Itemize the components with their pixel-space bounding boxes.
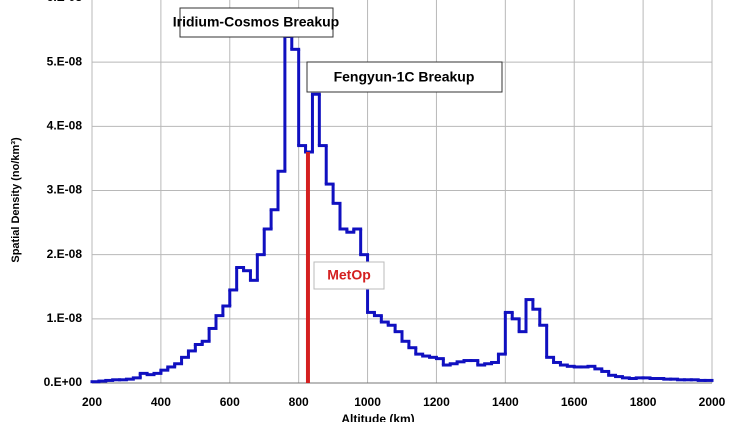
metop-box [313,261,385,290]
annotation-box [306,61,503,93]
plot-area [90,0,714,384]
x-tick-label: 800 [289,395,309,409]
y-axis-label: Spatial Density (no/km³) [10,137,22,263]
annotation-box [179,7,334,38]
annotation-text: Iridium-Cosmos Breakup [173,14,339,30]
y-tick-label: 2.E-08 [47,247,83,261]
annotation-iridium: Iridium-Cosmos Breakup [173,7,339,38]
series [90,35,714,384]
x-tick-label: 400 [151,395,171,409]
x-tick-label: 1400 [492,395,519,409]
x-tick-label: 1200 [423,395,450,409]
y-tick-label: 4.E-08 [47,119,83,133]
x-tick-label: 1800 [630,395,657,409]
x-axis-label: Altitude (km) [341,412,414,422]
x-tick-label: 600 [220,395,240,409]
y-tick-label: 5.E-08 [47,54,83,68]
x-tick-label: 1000 [354,395,381,409]
metop-label: MetOp [327,267,371,283]
y-tick-label: 6.E-08 [47,0,83,4]
annotation-fengyun: Fengyun-1C Breakup [306,61,503,93]
y-tick-label: 1.E-08 [47,311,83,325]
x-tick-label: 200 [82,395,102,409]
y-tick-label: 0.E+00 [44,375,83,389]
x-tick-label: 2000 [699,395,726,409]
y-tick-label: 3.E-08 [47,183,83,197]
annotation-text: Fengyun-1C Breakup [334,69,475,85]
x-tick-label: 1600 [561,395,588,409]
